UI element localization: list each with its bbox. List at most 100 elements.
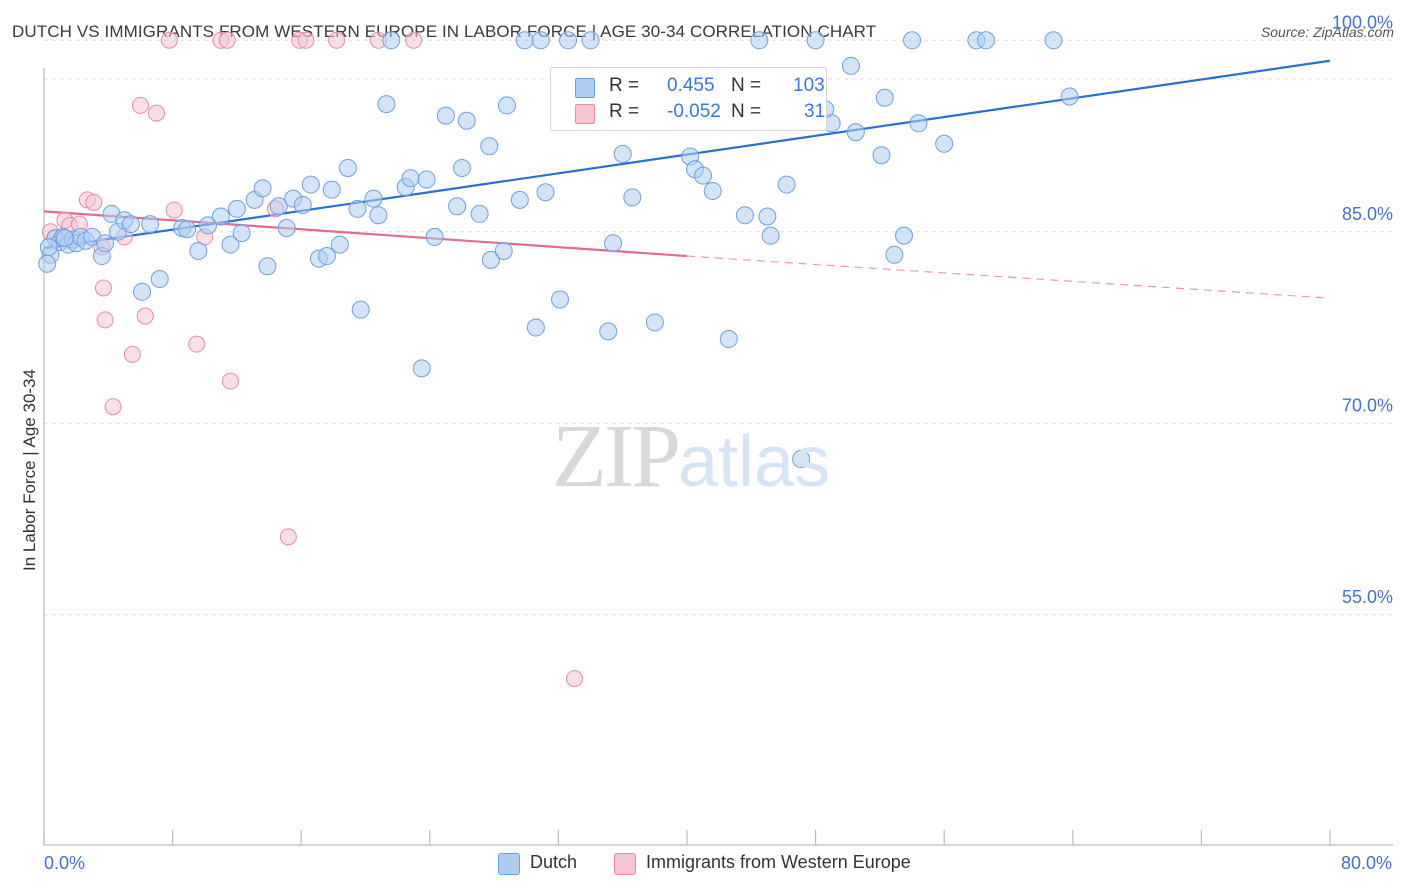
immigrant-point (85, 193, 103, 211)
dutch-point (551, 290, 570, 309)
watermark-zip: ZIP (552, 407, 681, 506)
series-legend: Dutch Immigrants from Western Europe (0, 851, 1406, 879)
dutch-point (412, 359, 431, 378)
y-axis-label: In Labor Force | Age 30-34 (20, 369, 39, 571)
dutch-point (599, 322, 618, 341)
dutch-point (750, 31, 769, 50)
dutch-point (448, 197, 467, 216)
y-tick-label: 70.0% (1342, 395, 1393, 415)
legend-label-immigrants: Immigrants from Western Europe (646, 852, 911, 872)
dutch-point (976, 31, 995, 50)
immigrant-point (165, 201, 183, 219)
immigrants-swatch (575, 104, 595, 124)
legend-n-label: N = (731, 101, 762, 122)
dutch-point (425, 227, 444, 246)
dutch-point (526, 318, 545, 337)
immigrant-point (94, 279, 112, 297)
dutch-swatch (575, 78, 595, 98)
x-tick-max: 80.0% (1340, 853, 1392, 873)
immigrant-point (221, 372, 239, 390)
dutch-point (364, 189, 383, 208)
dutch-point (758, 207, 777, 226)
dutch-point (293, 195, 312, 214)
watermark-atlas: atlas (678, 422, 831, 502)
dutch-point (623, 188, 642, 207)
immigrant-point (297, 31, 315, 49)
dutch-point (494, 241, 513, 260)
dutch-point (198, 216, 217, 235)
dutch-point (497, 96, 516, 115)
legend-r-value: -0.052 (667, 101, 721, 122)
dutch-point (221, 235, 240, 254)
dutch-point (645, 313, 664, 332)
dutch-swatch (498, 853, 520, 875)
dutch-point (232, 224, 251, 243)
dutch-point (330, 235, 349, 254)
dutch-point (703, 181, 722, 200)
dutch-point (133, 282, 152, 301)
dutch-point (121, 215, 140, 234)
legend-n-value: 31 (804, 101, 826, 122)
immigrant-trend-projection (686, 255, 1331, 299)
dutch-point (1044, 31, 1063, 50)
dutch-point (735, 206, 754, 225)
dutch-point (277, 218, 296, 237)
y-tick-label: 100.0% (1332, 12, 1393, 32)
dutch-point (227, 199, 246, 218)
dutch-point (694, 166, 713, 185)
immigrant-point (328, 31, 346, 49)
dutch-point (269, 197, 288, 216)
immigrant-point (160, 31, 178, 49)
dutch-point (351, 300, 370, 319)
y-tick-label: 85.0% (1342, 204, 1393, 224)
x-tick-min: 0.0% (44, 853, 86, 873)
dutch-point (348, 199, 367, 218)
dutch-point (792, 450, 811, 469)
dutch-point (581, 31, 600, 50)
dutch-point (777, 175, 796, 194)
dutch-point (875, 88, 894, 107)
watermark: ZIPatlas (552, 405, 830, 508)
dutch-point (452, 158, 471, 177)
dutch-point (531, 31, 550, 50)
immigrant-point (96, 311, 114, 329)
dutch-point (301, 175, 320, 194)
legend-r-value: 0.455 (667, 75, 715, 96)
dutch-point (382, 31, 401, 50)
dutch-point (470, 204, 489, 223)
dutch-point (761, 226, 780, 245)
legend-r-label: R = (609, 75, 640, 96)
immigrant-point (405, 31, 423, 49)
dutch-point (55, 229, 74, 248)
dutch-point (480, 137, 499, 156)
legend-n-label: N = (731, 75, 762, 96)
dutch-point (96, 234, 115, 253)
dutch-point (141, 215, 160, 234)
dutch-point (903, 31, 922, 50)
dutch-point (38, 254, 57, 273)
dutch-point (604, 234, 623, 253)
dutch-point (253, 179, 272, 198)
dutch-point (338, 158, 357, 177)
dutch-point (841, 56, 860, 75)
y-tick-label: 55.0% (1342, 587, 1393, 607)
dutch-point (872, 146, 891, 165)
dutch-point (258, 257, 277, 276)
immigrant-point (104, 398, 122, 416)
legend-r-label: R = (609, 101, 640, 122)
dutch-point (457, 111, 476, 130)
immigrant-point (188, 335, 206, 353)
immigrants-swatch (614, 853, 636, 875)
dutch-point (178, 220, 197, 239)
dutch-point (417, 170, 436, 189)
dutch-point (515, 31, 534, 50)
dutch-point (317, 247, 336, 266)
immigrant-point (148, 104, 166, 122)
dutch-point (211, 207, 230, 226)
dutch-point (436, 106, 455, 125)
correlation-legend: R = 0.455 N = 103 R = -0.052 N = 31 (550, 67, 827, 131)
dutch-point (377, 95, 396, 114)
dutch-point (536, 183, 555, 202)
dutch-point (510, 190, 529, 209)
dutch-point (481, 250, 500, 269)
